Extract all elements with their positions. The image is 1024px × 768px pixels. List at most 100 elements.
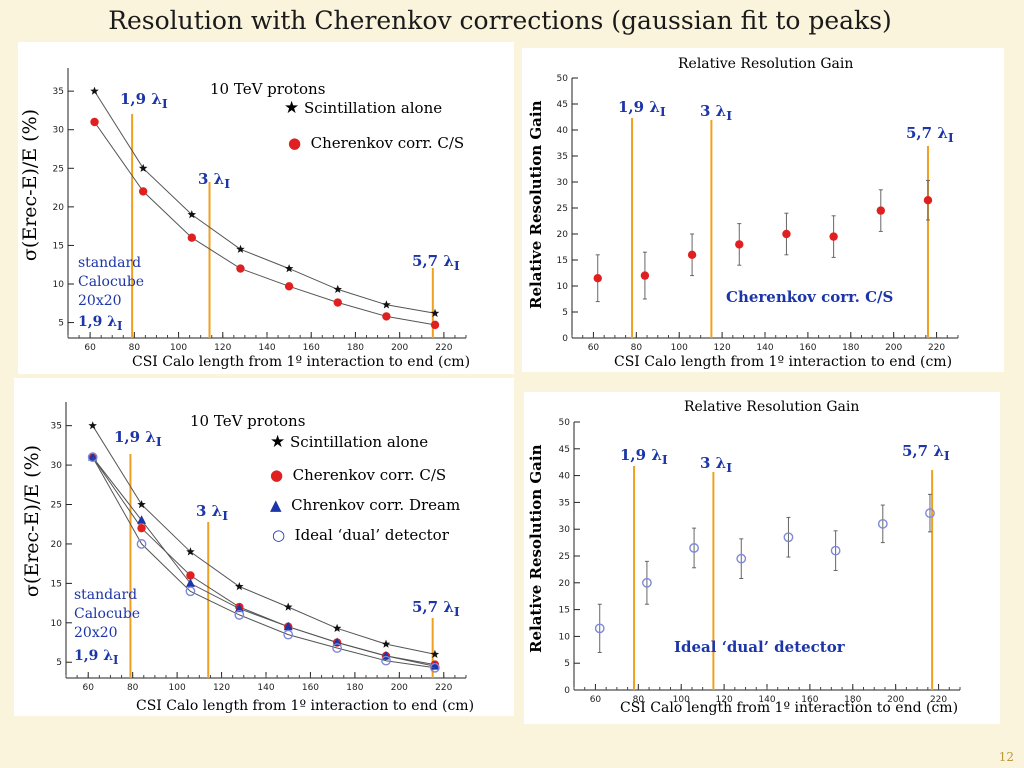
x-tick-label: 60 <box>590 695 602 705</box>
y-tick-label: 15 <box>51 579 62 589</box>
resolution-chart-top: 60 80 100 120 140 160 180 200 220 5 10 15 20 25 30 35 <box>53 68 467 353</box>
legend-scintillation: ★ Scintillation alone <box>270 432 428 452</box>
vline-label: 3 λI <box>700 454 733 475</box>
y-tick-label: 0 <box>564 686 570 696</box>
legend-label: Scintillation alone <box>304 99 443 117</box>
red-dot-marker <box>90 117 99 127</box>
star-marker <box>382 300 391 309</box>
hollow-circle-marker <box>332 643 343 653</box>
red-dot-marker <box>876 206 885 215</box>
star-icon: ★ <box>270 432 286 452</box>
star-marker <box>430 308 440 317</box>
triangle-marker <box>234 603 244 613</box>
legend-ideal: ○ Ideal ‘dual’ detector <box>272 526 449 544</box>
red-dot-marker <box>137 523 146 533</box>
x-tick-label: 160 <box>302 683 319 693</box>
red-dot-icon: ● <box>288 134 302 152</box>
star-marker <box>90 86 99 95</box>
y-tick-label: 25 <box>559 552 570 562</box>
y-tick-label: 20 <box>51 540 63 550</box>
star-marker <box>332 623 342 632</box>
vline-label: 1,9 λI <box>120 90 168 111</box>
red-dot-marker <box>430 320 440 330</box>
x-tick-label: 220 <box>435 683 452 693</box>
star-marker <box>381 639 391 648</box>
gain-chart-top: 60 80 100 120 140 160 180 200 220 0 5 10 15 20 25 30 35 4… <box>557 74 959 353</box>
legend-label: Cherenkov corr. C/S <box>292 466 447 484</box>
red-dot-marker <box>593 274 602 283</box>
star-marker <box>88 421 97 430</box>
x-axis-label: CSI Calo length from 1º interaction to e… <box>136 698 475 714</box>
red-dot-marker <box>735 240 744 249</box>
x-tick-label: 160 <box>799 343 816 353</box>
legend-dream: ▲ Chrenkov corr. Dream <box>270 496 460 514</box>
x-tick-label: 100 <box>169 683 186 693</box>
vline-label: 1,9 λI <box>114 428 162 449</box>
x-tick-label: 180 <box>842 343 859 353</box>
y-tick-label: 40 <box>559 472 571 482</box>
x-tick-label: 60 <box>588 343 600 353</box>
x-tick-label: 120 <box>214 343 231 353</box>
x-tick-label: 100 <box>170 343 187 353</box>
vline-label: 5,7 λI <box>906 124 954 145</box>
star-marker <box>283 602 293 611</box>
x-tick-label: 200 <box>391 683 408 693</box>
y-axis-label: σ(Erec-E)/E (%) <box>21 444 43 598</box>
hollow-circle-marker <box>136 539 147 549</box>
hollow-circle-marker <box>925 508 935 519</box>
x-tick-label: 140 <box>758 695 775 705</box>
vline-label: 3 λI <box>700 102 733 123</box>
y-tick-label: 10 <box>557 282 569 292</box>
hollow-circle-marker <box>642 577 652 588</box>
y-tick-label: 50 <box>557 74 569 84</box>
vline-label: 5,7 λI <box>412 252 460 273</box>
y-tick-label: 45 <box>559 445 570 455</box>
series-fit-line <box>94 90 436 314</box>
circle-icon: ○ <box>272 526 286 544</box>
x-tick-label: 60 <box>82 683 94 693</box>
vline-label: 5,7 λI <box>902 442 950 463</box>
red-dot-marker <box>829 232 838 241</box>
legend-label: Chrenkov corr. Dream <box>291 496 461 514</box>
y-axis-label: σ(Erec-E)/E (%) <box>19 108 41 262</box>
hollow-circle-marker <box>594 623 605 634</box>
hollow-circle-marker <box>736 553 747 564</box>
red-dot-marker <box>236 264 245 273</box>
x-tick-label: 120 <box>716 695 733 705</box>
red-dot-marker <box>382 312 391 321</box>
series-fit-line <box>92 456 435 666</box>
x-axis-label: CSI Calo length from 1º interaction to e… <box>620 700 959 716</box>
y-tick-label: 25 <box>51 501 62 511</box>
red-dot-marker <box>284 282 294 291</box>
y-tick-label: 35 <box>559 498 570 508</box>
y-tick-label: 15 <box>53 241 64 251</box>
legend-cherenkov: ● Cherenkov corr. C/S <box>288 134 464 152</box>
y-tick-label: 35 <box>51 422 62 432</box>
x-tick-label: 60 <box>84 343 96 353</box>
x-tick-label: 160 <box>801 695 818 705</box>
annotation-title: 10 TeV protons <box>210 80 326 98</box>
y-tick-label: 5 <box>58 319 64 329</box>
x-tick-label: 140 <box>258 343 275 353</box>
series-label: Cherenkov corr. C/S <box>726 288 894 306</box>
star-marker <box>137 500 146 509</box>
x-axis-label: CSI Calo length from 1º interaction to e… <box>614 354 953 370</box>
x-tick-label: 80 <box>129 343 141 353</box>
hollow-circle-marker <box>381 655 391 666</box>
y-tick-label: 30 <box>51 461 63 471</box>
y-tick-label: 5 <box>564 659 570 669</box>
y-tick-label: 50 <box>559 418 571 428</box>
x-tick-label: 80 <box>633 695 645 705</box>
red-dot-marker <box>138 187 148 196</box>
x-tick-label: 180 <box>346 683 363 693</box>
slide-title: Resolution with Cherenkov corrections (g… <box>108 6 892 35</box>
x-tick-label: 200 <box>885 343 902 353</box>
triangle-marker <box>137 515 147 524</box>
x-tick-label: 80 <box>631 343 643 353</box>
y-tick-label: 15 <box>559 606 570 616</box>
annotation-title: 10 TeV protons <box>190 412 306 430</box>
resolution-chart-bottom: 60 80 100 120 140 160 180 200 220 5 10 15 20 25 30 35 <box>51 402 467 693</box>
page-number: 12 <box>998 750 1014 764</box>
hollow-circle-marker <box>783 532 794 543</box>
x-tick-label: 100 <box>673 695 690 705</box>
